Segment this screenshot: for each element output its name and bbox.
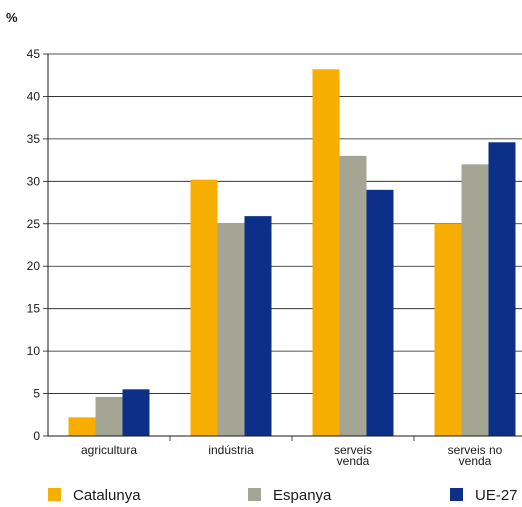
legend-label: UE-27 <box>475 487 518 504</box>
y-axis-ticks: 0 5 10 15 20 25 30 35 40 45 <box>27 47 48 443</box>
x-category-label: agricultura <box>81 443 137 457</box>
bar-ue-27-2 <box>367 190 394 436</box>
legend-swatch <box>48 488 61 501</box>
y-tick-label: 5 <box>33 387 40 401</box>
bars <box>69 69 516 436</box>
x-category-label: venda <box>337 454 370 468</box>
legend-label: Espanya <box>273 487 332 504</box>
y-tick-label: 35 <box>27 132 41 146</box>
legend: Catalunya Espanya UE-27 <box>48 487 518 504</box>
bar-espanya-3 <box>462 164 489 436</box>
y-tick-label: 45 <box>27 47 41 61</box>
y-tick-label: 25 <box>27 217 41 231</box>
legend-swatch <box>248 488 261 501</box>
y-unit-label: % <box>6 10 18 25</box>
y-tick-label: 30 <box>27 174 41 188</box>
legend-label: Catalunya <box>73 487 141 504</box>
bar-catalunya-2 <box>313 69 340 436</box>
legend-swatch <box>450 488 463 501</box>
bar-espanya-2 <box>340 156 367 436</box>
y-tick-label: 20 <box>27 259 41 273</box>
y-tick-label: 40 <box>27 89 41 103</box>
bar-espanya-1 <box>218 223 245 436</box>
bar-ue-27-3 <box>489 142 516 436</box>
bar-ue-27-0 <box>123 389 150 436</box>
bar-espanya-0 <box>96 397 123 436</box>
x-category-label: indústria <box>208 443 254 457</box>
bar-ue-27-1 <box>245 216 272 436</box>
y-tick-label: 15 <box>27 302 41 316</box>
x-axis: agricultura indústria serveisvendaserveis … <box>48 436 522 468</box>
bar-catalunya-3 <box>435 224 462 436</box>
x-category-label: venda <box>459 454 492 468</box>
bar-catalunya-0 <box>69 417 96 436</box>
y-tick-label: 0 <box>33 429 40 443</box>
bar-catalunya-1 <box>191 180 218 436</box>
y-tick-label: 10 <box>27 344 41 358</box>
